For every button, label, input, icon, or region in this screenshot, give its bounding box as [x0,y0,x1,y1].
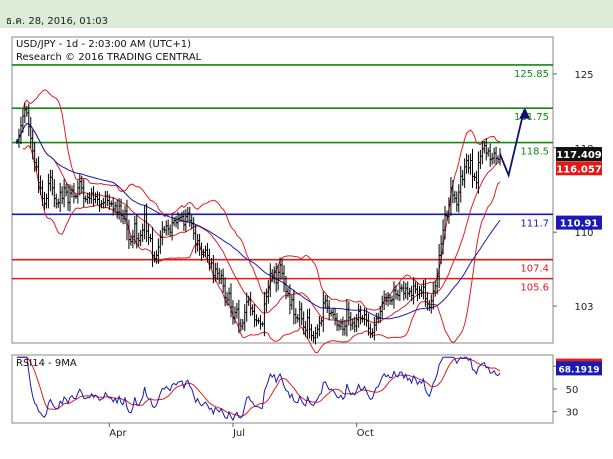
rsi-y-tick-label: 30 [566,408,579,419]
chart-title: USD/JPY - 1d - 2:03:00 AM (UTC+1) [16,39,191,50]
y-tick-label: 125 [574,70,593,81]
rsi-line [17,356,501,422]
moving-average-line [16,122,501,320]
rsi-y-tick-label: 50 [566,385,579,396]
bollinger-lower-line [22,145,501,354]
header-date: ธ.ค. 28, 2016, 01:03 [6,16,109,27]
rsi-title: RSI14 - 9MA [16,358,77,369]
x-tick-label: Jul [232,428,245,439]
rsi-ma-badge-bg [556,361,602,376]
bollinger-middle-line [22,122,501,324]
level-label: 125.85 [514,69,549,80]
bollinger-upper-line [22,89,501,311]
price-badge: 117.409 [556,150,602,161]
ma-badge: 110.91 [560,219,599,230]
level-label: 105.6 [520,283,549,294]
level-label: 121.75 [514,112,549,123]
projection-arrow [499,109,525,179]
bollinger-badge-bg [556,161,602,176]
level-label: 118.5 [520,147,549,158]
chart-subtitle: Research © 2016 TRADING CENTRAL [16,52,202,63]
price-badge-bg [556,147,602,162]
y-tick-label: 110 [574,228,593,239]
header-bar: ธ.ค. 28, 2016, 01:03 [0,0,613,28]
ma-badge-bg [556,215,602,230]
level-label: 107.4 [520,264,549,275]
level-label: 111.7 [520,218,549,229]
price-panel-frame [11,36,554,344]
rsi-ma-badge: 68.1919 [559,365,600,375]
y-tick-label: 103 [574,302,593,313]
projection-arrowhead [519,107,531,119]
x-tick-label: Apr [109,428,127,439]
bollinger-badge: 116.057 [556,164,602,175]
x-tick-label: Oct [357,428,374,439]
rsi-panel-frame [11,354,554,424]
